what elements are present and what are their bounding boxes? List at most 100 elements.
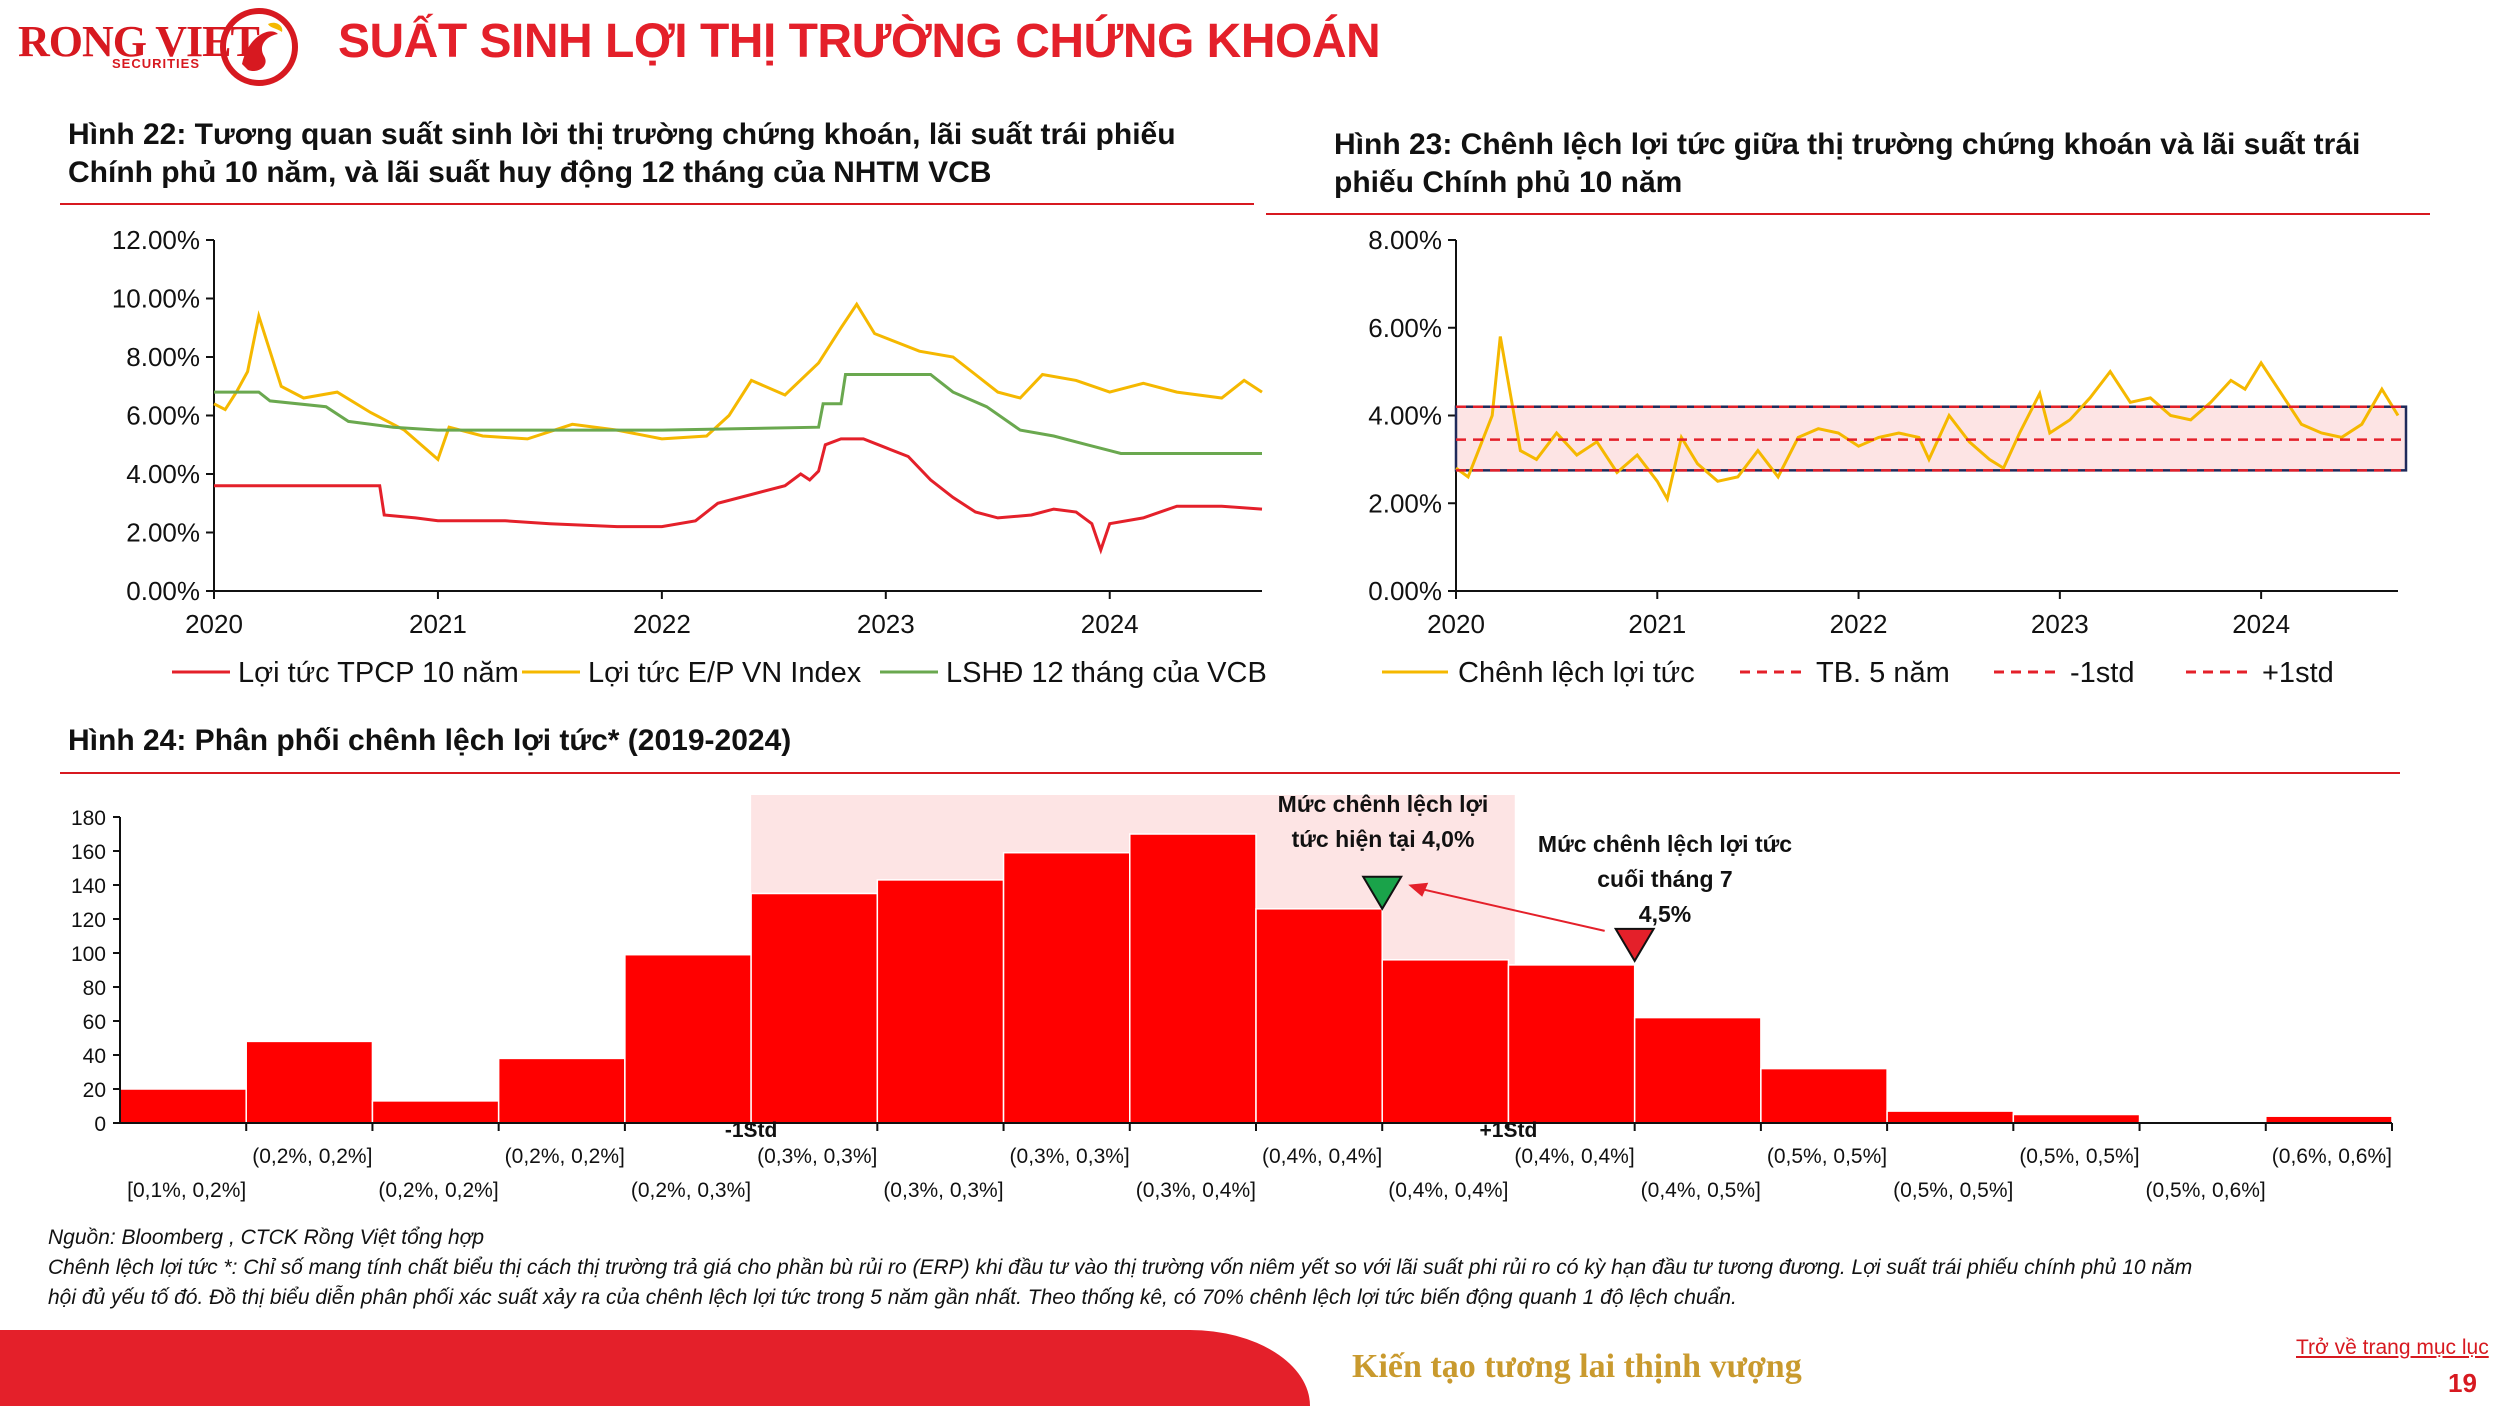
fig22-x-tick-label: 2020 [185,609,243,639]
fig24-y-tick-label: 140 [71,875,106,898]
fig24-bar-14 [1760,1067,1888,1124]
footer-slogan: Kiến tạo tương lai thịnh vượng [1352,1348,1802,1385]
fig24-bar-10 [1255,908,1383,1124]
page-number: 19 [2448,1368,2477,1398]
fig24-annotation-current-line1: Mức chênh lệch lợi [1278,791,1489,817]
fig24-current-marker-icon [1361,875,1403,911]
fig24-x-tick-label: (0,6%, 0,6%] [2272,1145,2392,1168]
fig24-y-tick-label: 100 [71,943,106,966]
fig22-series-1-line [214,437,1263,555]
fig24-x-tick-label: (0,5%, 0,6%] [2146,1179,2266,1202]
fig24-y-tick-label: 160 [71,841,106,864]
fig24-arrow-line [1419,887,1605,932]
fig24-bar-11 [1381,959,1510,1124]
fig24-y-tick-label: 20 [83,1079,106,1102]
fig24-bar-18 [2265,1115,2393,1124]
footer-band [0,1330,1310,1406]
fig23-title-line2: phiếu Chính phủ 10 năm [1334,166,1683,199]
fig24-chart: 0 20 40 60 80 100 120 140 160 180 [0,1%, 0,2%] (0,2… [71,791,2393,1202]
fig23-y-tick-label: 2.00% [1368,488,1442,518]
fig22-rule [60,203,1254,205]
fig23-x-tick-label: 2024 [2232,609,2290,639]
fig22-legend-label-1: Lợi tức TPCP 10 năm [238,657,519,689]
fig24-bar-9 [1129,833,1257,1124]
fig22-x-tick-label: 2021 [409,609,467,639]
fig22-y-tick-label: 2.00% [126,518,200,548]
definition-note-line2: hội đủ yếu tố đó. Đồ thị biểu diễn phân … [48,1286,1737,1309]
fig23-legend-label-1: Chênh lệch lợi tức [1458,657,1695,689]
fig24-title: Hình 24: Phân phối chênh lệch lợi tức* (… [68,724,792,757]
fig23-legend-label-2: TB. 5 năm [1816,657,1950,689]
fig24-bar-7 [876,879,1005,1124]
fig24-y-tick-label: 0 [94,1113,106,1136]
fig24-bar-2 [245,1040,374,1124]
fig22-legend-label-2: Lợi tức E/P VN Index [588,657,862,689]
fig24-x-tick-label: (0,3%, 0,3%] [757,1145,877,1168]
fig22-y-tick-label: 8.00% [126,342,200,372]
fig23-title-line1: Hình 23: Chênh lệch lợi tức giữa thị trư… [1334,128,2361,161]
fig23-y-tick-label: 6.00% [1368,313,1442,343]
source-note: Nguồn: Bloomberg , CTCK Rồng Việt tổng h… [48,1226,485,1249]
fig24-bar-16 [2012,1113,2141,1124]
fig23-rule [1266,213,2430,215]
fig24-bar-8 [1002,851,1131,1124]
fig23-y-tick-label: 8.00% [1368,225,1442,255]
fig24-x-tick-label: (0,2%, 0,3%] [631,1179,751,1202]
fig24-x-tick-label: (0,4%, 0,4%] [1514,1145,1634,1168]
fig24-y-tick-label: 60 [83,1011,106,1034]
fig24-arrow-head-icon [1408,882,1429,897]
fig22-x-tick-label: 2024 [1081,609,1139,639]
fig22-legend-label-3: LSHĐ 12 tháng của VCB [946,657,1267,689]
fig24-x-tick-label: (0,3%, 0,3%] [1010,1145,1130,1168]
fig23-x-tick-label: 2023 [2031,609,2089,639]
fig24-x-tick-label: (0,2%, 0,2%] [505,1145,625,1168]
fig24-bar-3 [371,1100,500,1124]
fig23-y-tick-label: 0.00% [1368,576,1442,606]
fig24-rule [60,772,2400,774]
fig24-bar-4 [497,1057,626,1124]
fig22-title-line1: Hình 22: Tương quan suất sinh lời thị tr… [68,118,1176,151]
fig24-x-tick-label: (0,3%, 0,4%] [1136,1179,1256,1202]
logo-subtitle: SECURITIES [112,56,201,71]
fig24-y-tick-label: 40 [83,1045,106,1068]
fig22-title-line2: Chính phủ 10 năm, và lãi suất huy động 1… [68,156,992,189]
fig22-y-tick-label: 10.00% [112,284,200,314]
fig24-bar-13 [1633,1016,1762,1124]
fig24-bar-5 [624,953,752,1124]
fig23-chart: 0.00% 2.00% 4.00% 6.00% 8.00% 2020 2021 2022 202… [1368,225,2408,689]
fig24-annotation-current-line2: tức hiện tại 4,0% [1292,826,1475,852]
fig24-july-marker-icon [1613,927,1656,963]
fig22-series-3-line [214,373,1262,455]
fig24-bar-15 [1886,1110,2015,1124]
fig23-x-tick-label: 2021 [1628,609,1686,639]
fig24-x-tick-label: (0,5%, 0,5%] [1767,1145,1887,1168]
fig24-y-tick-label: 80 [83,977,106,1000]
fig22-title: Hình 22: Tương quan suất sinh lời thị tr… [68,116,1176,192]
fig24-x-tick-label: (0,5%, 0,5%] [2019,1145,2139,1168]
fig24-bar-12 [1507,964,1636,1124]
definition-note-line1: Chênh lệch lợi tức *: Chỉ số mang tính c… [48,1256,2193,1279]
logo-wordmark: RONG VIET [18,17,260,66]
fig24-x-tick-label: (0,3%, 0,3%] [883,1179,1003,1202]
fig24-minus-std-marker: -1Std [725,1119,778,1142]
fig24-x-tick-label: (0,4%, 0,4%] [1388,1179,1508,1202]
fig22-series-2-line [213,301,1263,462]
fig24-annotation-july-line3: 4,5% [1639,901,1691,927]
dragon-logo-icon [220,8,298,86]
fig23-title: Hình 23: Chênh lệch lợi tức giữa thị trư… [1334,126,2360,202]
fig22-x-tick-label: 2023 [857,609,915,639]
fig23-spread-line [1455,336,2400,503]
fig23-y-tick-label: 4.00% [1368,401,1442,431]
fig24-x-tick-label: (0,2%, 0,2%] [378,1179,498,1202]
fig24-annotation-july-line2: cuối tháng 7 [1597,866,1732,892]
fig24-x-tick-label: (0,4%, 0,5%] [1641,1179,1761,1202]
fig24-bar-6 [750,892,879,1124]
fig23-legend-label-3: -1std [2070,657,2134,689]
fig24-annotation-july-line1: Mức chênh lệch lợi tức [1538,831,1792,857]
back-to-contents-link[interactable]: Trở về trang mục lục [2296,1336,2489,1359]
fig23-x-tick-label: 2020 [1427,609,1485,639]
fig24-y-tick-label: 120 [71,909,106,932]
fig22-y-tick-label: 0.00% [126,576,200,606]
fig24-plus-std-marker: +1Std [1480,1119,1538,1142]
